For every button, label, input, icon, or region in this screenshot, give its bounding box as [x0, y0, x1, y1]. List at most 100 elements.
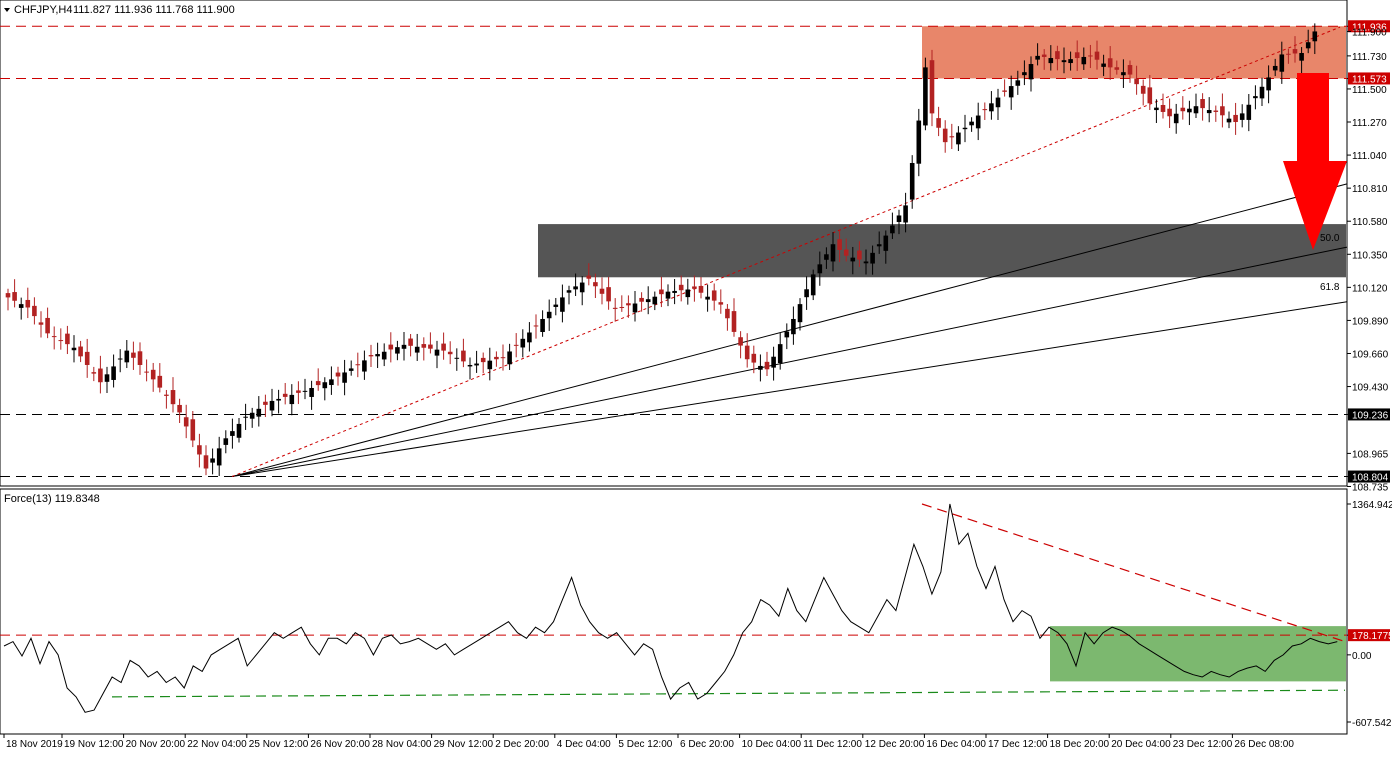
candle-body: [942, 128, 948, 143]
candle-body: [355, 364, 361, 366]
time-tick-label: 2 Dec 20:00: [495, 739, 549, 750]
time-tick-label: 16 Dec 04:00: [926, 739, 986, 750]
force-tick-label: -607.5426: [1352, 718, 1392, 729]
candle-body: [923, 67, 928, 126]
candle-body: [916, 120, 922, 164]
time-tick-label: 22 Nov 04:00: [187, 739, 247, 750]
candle-body: [71, 347, 77, 351]
candle-body: [1286, 53, 1291, 55]
candle-body: [797, 304, 803, 323]
candle-body: [507, 351, 512, 365]
candle-body: [1272, 65, 1278, 71]
candle-body: [282, 393, 288, 397]
candle-body: [777, 344, 783, 364]
candle-body: [810, 274, 816, 296]
candle-body: [1266, 77, 1271, 91]
candle-body: [335, 372, 341, 377]
candle-body: [1008, 86, 1014, 98]
time-tick-label: 4 Dec 04:00: [557, 739, 611, 750]
ohlc-label: 111.827 111.936 111.768 111.900: [73, 4, 235, 16]
candle-body: [540, 318, 545, 332]
candle-body: [929, 60, 935, 114]
candle-body: [791, 318, 796, 335]
indicator-label: Force(13) 119.8348: [4, 493, 100, 505]
price-level-badge: [1348, 408, 1390, 421]
candle-body: [606, 287, 611, 302]
time-tick-label: 10 Dec 04:00: [742, 739, 802, 750]
candle-body: [725, 308, 730, 319]
candle-body: [764, 361, 770, 370]
candle-body: [1028, 64, 1034, 80]
time-axis: 18 Nov 2019 19 Nov 12:00 20 Nov 20:00 22 No…: [3, 734, 1294, 750]
candle-body: [249, 412, 255, 419]
candle-body: [883, 235, 889, 251]
candle-body: [329, 379, 334, 386]
fib-618-label: 61.8: [1320, 282, 1340, 293]
candle-body: [1246, 104, 1252, 120]
candle-body: [698, 285, 704, 293]
candle-body: [210, 458, 215, 463]
candle-body: [837, 239, 842, 250]
candle-body: [579, 282, 585, 293]
candle-body: [177, 404, 182, 413]
candle-body: [824, 254, 829, 260]
price-tick-label: 111.500: [1352, 85, 1387, 96]
candle-body: [467, 364, 473, 367]
candle-body: [342, 372, 347, 383]
price-level-badge: [1348, 20, 1390, 33]
collapse-icon[interactable]: [4, 8, 10, 12]
candle-body: [1140, 85, 1146, 94]
candle-body: [870, 252, 875, 264]
candle-body: [25, 299, 31, 308]
candle-body: [1114, 67, 1120, 70]
force-trend-up: [111, 689, 1346, 698]
candle-body: [771, 356, 776, 368]
candle-body: [1134, 78, 1139, 85]
candle-body: [632, 303, 638, 313]
candle-body: [1167, 108, 1172, 117]
candle-body: [896, 215, 902, 222]
candle-body: [216, 448, 222, 466]
force-level-label: 178.1775: [1352, 631, 1392, 642]
candle-body: [989, 103, 994, 112]
price-tick-label: 111.270: [1352, 118, 1387, 129]
candle-body: [441, 343, 446, 351]
candle-body: [302, 390, 308, 392]
price-level-label: 111.573: [1352, 74, 1387, 85]
candle-body: [236, 423, 242, 438]
candle-body: [1193, 106, 1199, 114]
candle-body: [692, 286, 697, 289]
candle-body: [243, 416, 248, 418]
price-tick-label: 111.040: [1352, 151, 1387, 162]
time-tick-label: 11 Dec 12:00: [803, 739, 862, 750]
candle-body: [131, 352, 136, 358]
time-tick-label: 25 Nov 12:00: [249, 739, 309, 750]
fan-line: [231, 301, 1348, 478]
candle-body: [1253, 96, 1258, 99]
candle-body: [1121, 72, 1126, 76]
candle-body: [553, 304, 559, 307]
candle-body: [1088, 55, 1093, 57]
force-series-line: [3, 503, 1338, 713]
time-tick-label: 5 Dec 12:00: [618, 739, 672, 750]
candle-body: [672, 290, 677, 293]
candle-body: [296, 390, 301, 393]
candle-body: [408, 338, 413, 346]
candle-body: [18, 304, 24, 308]
time-tick-label: 6 Dec 20:00: [680, 739, 734, 750]
candle-body: [890, 225, 895, 234]
candle-body: [91, 372, 97, 374]
candle-body: [520, 338, 526, 348]
price-tick-label: 109.660: [1352, 349, 1389, 360]
candle-body: [124, 350, 130, 363]
time-tick-label: 23 Dec 12:00: [1173, 739, 1233, 750]
horizontal-levels: [0, 25, 1347, 636]
candle-body: [78, 346, 83, 357]
down-arrow-icon: [1283, 73, 1347, 250]
candle-body: [322, 382, 328, 389]
price-tick-label: 110.580: [1352, 217, 1388, 228]
candle-body: [203, 455, 209, 469]
candle-body: [751, 353, 757, 363]
